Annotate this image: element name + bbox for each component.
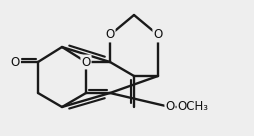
Text: O: O [165,101,175,114]
Text: O: O [105,29,115,41]
Text: O: O [11,55,20,69]
Text: O: O [81,55,91,69]
Text: O: O [153,29,163,41]
Text: OCH₃: OCH₃ [178,101,209,114]
